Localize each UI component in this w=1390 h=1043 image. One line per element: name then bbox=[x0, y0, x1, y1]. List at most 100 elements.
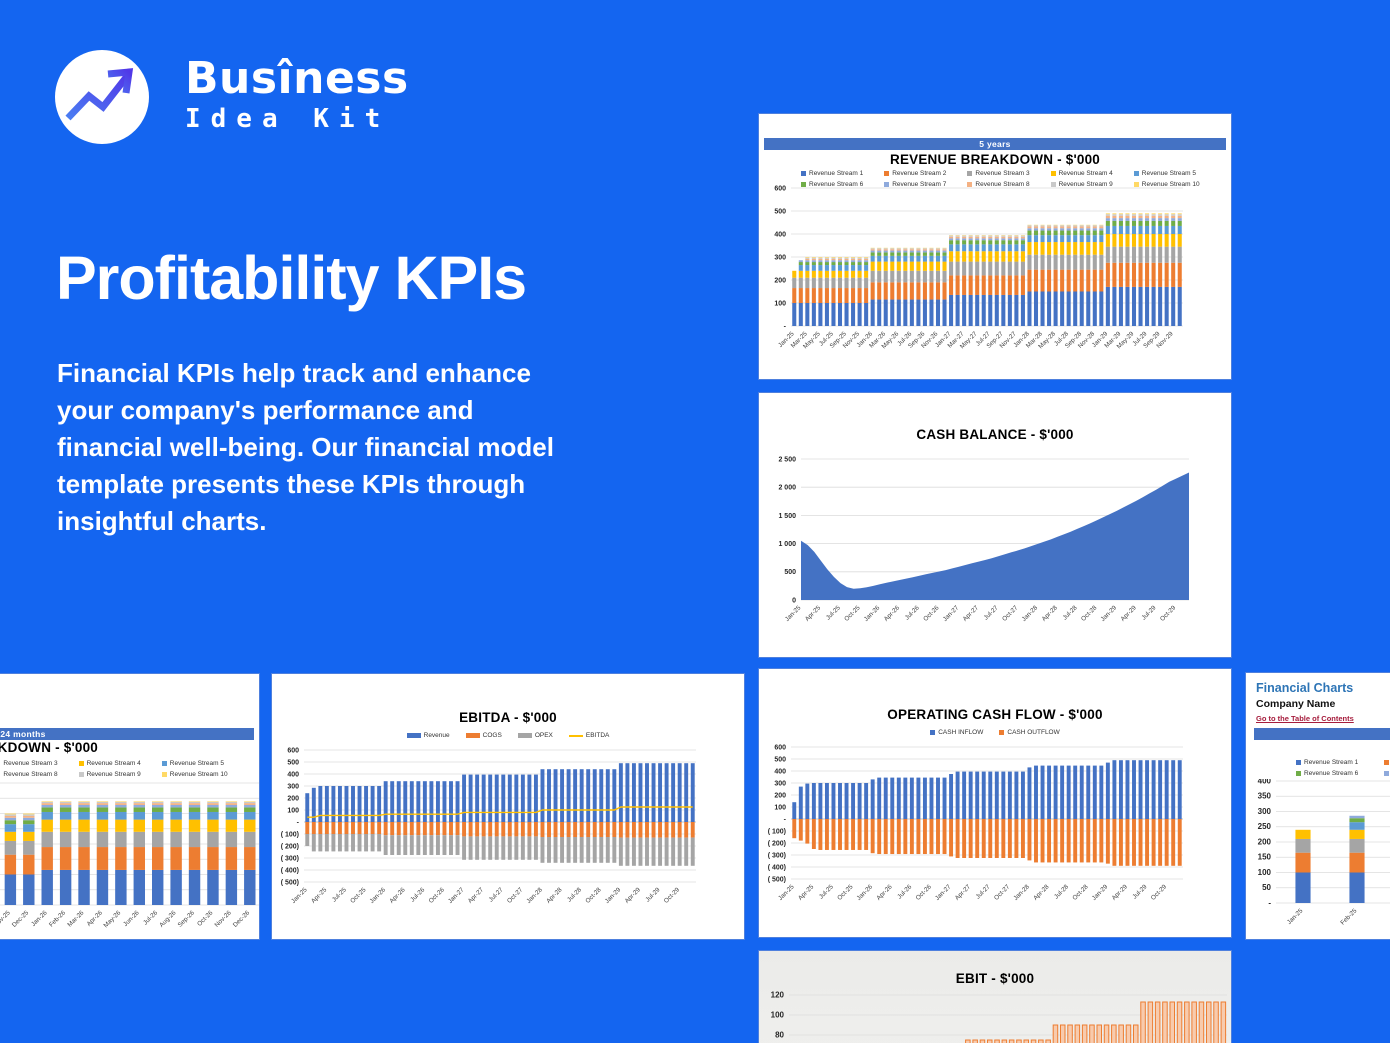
svg-text:Oct-28: Oct-28 bbox=[1071, 883, 1090, 902]
panel-ebitda: EBITDA - $'000 Revenue COGS OPEX EBITDA 600… bbox=[271, 673, 745, 940]
svg-text:300: 300 bbox=[287, 783, 299, 790]
svg-text:Jan-26: Jan-26 bbox=[856, 883, 875, 902]
svg-text:100: 100 bbox=[1258, 868, 1272, 877]
legend-label: Revenue Stream 6 bbox=[1304, 770, 1359, 777]
svg-text:-: - bbox=[297, 819, 300, 826]
legend-item: Revenue Stream 4 bbox=[1050, 170, 1134, 177]
svg-text:Jan-27: Jan-27 bbox=[934, 883, 953, 902]
panel-cash-balance: CASH BALANCE - $'000 2 500 2 000 1 500 1 00… bbox=[758, 392, 1232, 658]
svg-text:Jul-26: Jul-26 bbox=[904, 604, 921, 621]
svg-text:Jul-27: Jul-27 bbox=[488, 886, 505, 903]
svg-text:-: - bbox=[784, 323, 787, 330]
svg-text:( 400): ( 400) bbox=[768, 864, 786, 871]
legend-item: COGS bbox=[465, 732, 502, 739]
table-of-contents-link[interactable]: Go to the Table of Contents bbox=[1256, 714, 1354, 723]
svg-text:300: 300 bbox=[774, 780, 786, 787]
svg-text:Apr-28: Apr-28 bbox=[1041, 604, 1060, 623]
legend-item: Revenue bbox=[406, 732, 450, 739]
svg-text:Aug-26: Aug-26 bbox=[158, 909, 178, 929]
legend-label: Revenue Stream 1 bbox=[1304, 759, 1359, 766]
svg-text:350: 350 bbox=[1258, 792, 1272, 801]
panel-financial-charts-sheet: Financial Charts Company Name Go to the … bbox=[1245, 672, 1390, 940]
svg-text:400: 400 bbox=[774, 231, 786, 238]
svg-text:Jan-25: Jan-25 bbox=[784, 604, 803, 623]
svg-text:Jan-28: Jan-28 bbox=[1012, 883, 1031, 902]
svg-text:( 300): ( 300) bbox=[281, 855, 299, 862]
svg-text:Oct-29: Oct-29 bbox=[663, 886, 682, 905]
svg-text:Apr-25: Apr-25 bbox=[797, 883, 816, 902]
chart-legend: CASH INFLOW CASH OUTFLOW bbox=[759, 729, 1231, 736]
legend-item: Revenue Stream 2 bbox=[1384, 759, 1390, 766]
svg-text:Apr-29: Apr-29 bbox=[1119, 604, 1138, 623]
period-badge: 24 months bbox=[0, 728, 254, 740]
svg-text:( 500): ( 500) bbox=[768, 876, 786, 883]
period-badge bbox=[1254, 728, 1390, 740]
svg-text:Jul-29: Jul-29 bbox=[1131, 883, 1148, 900]
legend-label: Revenue Stream 3 bbox=[3, 760, 58, 767]
svg-text:400: 400 bbox=[774, 768, 786, 775]
brand-name: Busîness Idea Kit bbox=[185, 53, 409, 135]
svg-text:Apr-29: Apr-29 bbox=[1111, 883, 1130, 902]
legend-item: Revenue Stream 1 bbox=[1296, 759, 1384, 766]
svg-text:150: 150 bbox=[1258, 853, 1272, 862]
svg-text:120: 120 bbox=[771, 990, 785, 999]
period-badge: 5 years bbox=[764, 138, 1226, 150]
legend-swatch-icon bbox=[930, 730, 936, 735]
chart-canvas: 600 500 400 300 200 100 - ( 100) ( 200) ( 300) ( 4… bbox=[768, 744, 1183, 902]
svg-text:Sep-26: Sep-26 bbox=[177, 909, 197, 929]
legend-swatch-icon bbox=[1296, 760, 1301, 765]
legend-swatch-icon bbox=[161, 772, 167, 777]
svg-text:Oct-28: Oct-28 bbox=[584, 886, 603, 905]
svg-text:100: 100 bbox=[774, 300, 786, 307]
svg-text:Oct-29: Oct-29 bbox=[1159, 604, 1178, 623]
svg-text:Oct-27: Oct-27 bbox=[1001, 604, 1020, 623]
svg-text:( 100): ( 100) bbox=[281, 831, 299, 838]
legend-item: Revenue Stream 6 bbox=[1296, 770, 1384, 777]
svg-text:Jan-25: Jan-25 bbox=[290, 886, 309, 905]
chart-canvas: 600500400300200100-Jan-25Mar-25May-25Jul… bbox=[774, 185, 1183, 350]
legend-item: Revenue Stream 5 bbox=[161, 760, 245, 767]
legend-label: Revenue Stream 4 bbox=[86, 760, 141, 767]
company-name: Company Name bbox=[1256, 698, 1336, 710]
panel-ebit: EBIT - $'000 120 100 80 bbox=[758, 950, 1232, 1043]
svg-text:50: 50 bbox=[1262, 883, 1271, 892]
legend-item: Revenue Stream 6 bbox=[801, 181, 884, 188]
legend-label: Revenue Stream 2 bbox=[892, 170, 947, 177]
svg-text:Apr-26: Apr-26 bbox=[388, 886, 407, 905]
legend-item: Revenue Stream 10 bbox=[161, 771, 245, 778]
chart-title: REVENUE BREAKDOWN - $'000 bbox=[890, 152, 1100, 167]
svg-text:( 300): ( 300) bbox=[768, 852, 786, 859]
legend-label: Revenue Stream 7 bbox=[892, 181, 947, 188]
chart-legend: Revenue COGS OPEX EBITDA bbox=[272, 732, 744, 739]
svg-text:500: 500 bbox=[774, 756, 786, 763]
svg-text:Jul-28: Jul-28 bbox=[566, 886, 583, 903]
legend-label: Revenue Stream 5 bbox=[169, 760, 224, 767]
svg-text:Jan-26: Jan-26 bbox=[369, 886, 388, 905]
chart-title: CASH BALANCE - $'000 bbox=[916, 427, 1074, 442]
svg-text:Jul-25: Jul-25 bbox=[825, 604, 842, 621]
svg-text:Oct-27: Oct-27 bbox=[993, 883, 1012, 902]
page-description: Financial KPIs help track and enhance yo… bbox=[57, 358, 554, 536]
legend-swatch-icon bbox=[78, 761, 84, 766]
chart-legend: Revenue Stream 1 Revenue Stream 2 Revenue … bbox=[1296, 759, 1390, 777]
legend-item: Revenue Stream 10 bbox=[1133, 181, 1217, 188]
legend-label: Revenue Stream 1 bbox=[809, 170, 864, 177]
svg-text:Jan-29: Jan-29 bbox=[604, 886, 623, 905]
brand-top-text: Busîness bbox=[185, 53, 409, 104]
legend-label: Revenue Stream 9 bbox=[86, 771, 141, 778]
svg-text:Oct-28: Oct-28 bbox=[1080, 604, 1099, 623]
panel-operating-cash-flow: OPERATING CASH FLOW - $'000 CASH INFLOW C… bbox=[758, 668, 1232, 938]
svg-text:Jan-26: Jan-26 bbox=[863, 604, 882, 623]
legend-swatch-icon bbox=[161, 761, 167, 766]
legend-item: Revenue Stream 9 bbox=[78, 771, 162, 778]
chart-title: REVENUE BREAKDOWN - $'000 bbox=[0, 740, 98, 755]
svg-text:Jul-26: Jul-26 bbox=[142, 909, 159, 926]
svg-text:200: 200 bbox=[1258, 837, 1272, 846]
svg-text:( 200): ( 200) bbox=[281, 843, 299, 850]
svg-text:Jan-27: Jan-27 bbox=[942, 604, 961, 623]
svg-text:300: 300 bbox=[774, 254, 786, 261]
svg-text:Jul-25: Jul-25 bbox=[818, 883, 835, 900]
